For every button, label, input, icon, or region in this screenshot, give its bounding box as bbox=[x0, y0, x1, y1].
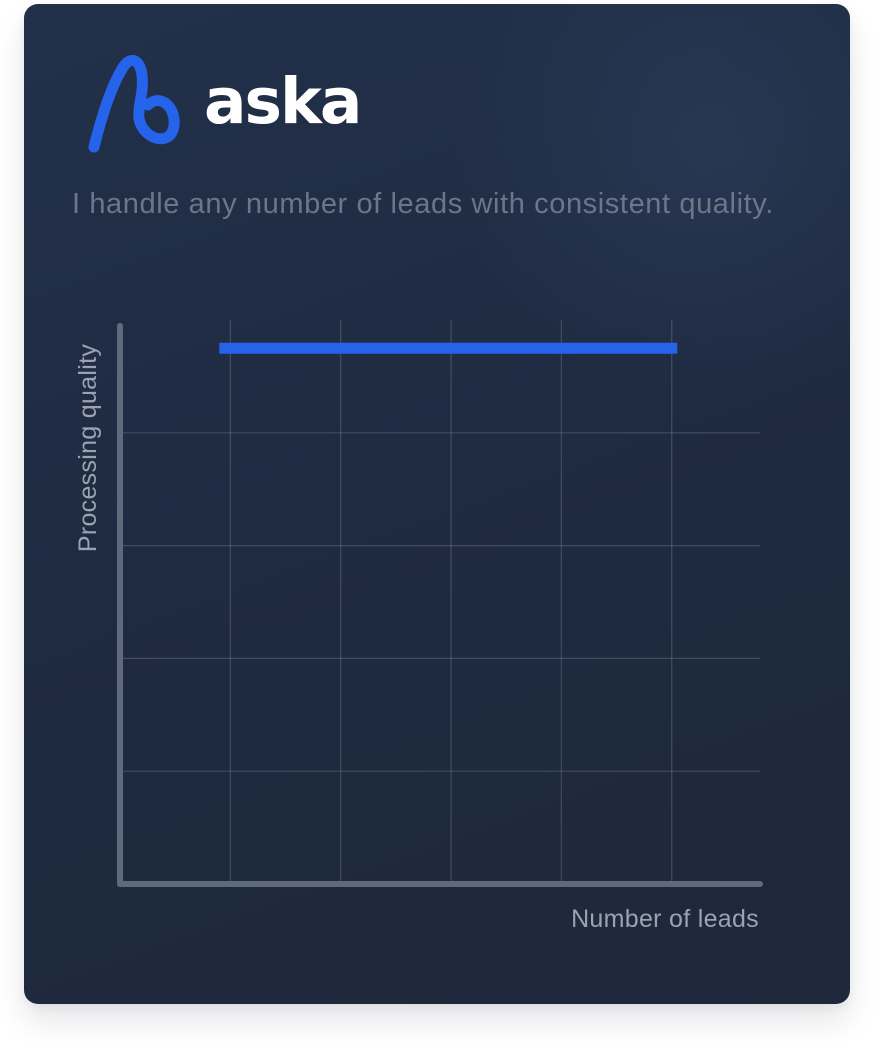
brand-wordmark: aska bbox=[204, 64, 362, 138]
brand-logo: aska bbox=[84, 50, 362, 160]
chart-axes bbox=[117, 323, 763, 887]
x-axis-label: Number of leads bbox=[571, 905, 759, 933]
card-tagline: I handle any number of leads with consis… bbox=[72, 188, 774, 220]
chart-grid bbox=[120, 320, 760, 884]
chart: Processing quality Number of leads bbox=[74, 320, 763, 933]
card: aska I handle any number of leads with c… bbox=[24, 4, 850, 1004]
aska-logo-icon bbox=[88, 55, 180, 153]
y-axis-label: Processing quality bbox=[74, 344, 102, 552]
